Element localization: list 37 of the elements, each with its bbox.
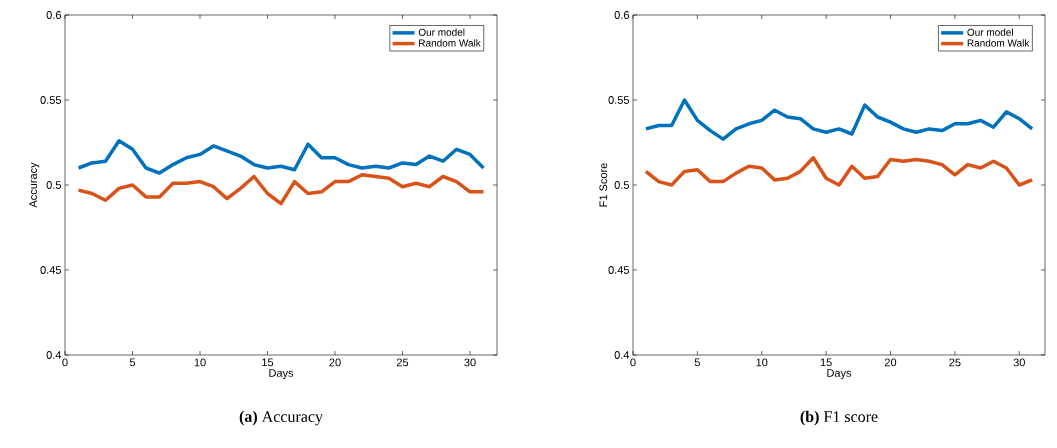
y-axis-title: F1 Score bbox=[599, 163, 608, 207]
x-axis-title: Days bbox=[827, 369, 852, 380]
x-tick-label: 30 bbox=[1013, 358, 1025, 367]
y-tick-label: 0.5 bbox=[614, 181, 629, 189]
y-tick-label: 0.55 bbox=[608, 96, 629, 104]
x-tick-label: 15 bbox=[262, 358, 274, 367]
x-tick-label: 25 bbox=[949, 358, 961, 367]
x-tick-label: 0 bbox=[630, 358, 636, 367]
x-tick-label: 5 bbox=[129, 358, 136, 367]
line-series bbox=[644, 156, 1034, 187]
text: (b) F1 score bbox=[800, 410, 878, 426]
y-axis-title: Accuracy bbox=[29, 162, 40, 208]
y-tick-label: 0.6 bbox=[614, 11, 629, 19]
y-tick-label: 0.4 bbox=[614, 351, 630, 359]
legend-label: Random Walk bbox=[967, 39, 1030, 47]
x-tick-label: 20 bbox=[329, 358, 341, 367]
x-tick-label: 20 bbox=[884, 358, 897, 367]
x-tick-label: 0 bbox=[62, 358, 68, 367]
legend-label: Our model bbox=[418, 28, 465, 36]
x-tick-label: 30 bbox=[464, 358, 476, 367]
y-tick-label: 0.45 bbox=[608, 266, 629, 274]
x-axis-title: Days bbox=[269, 369, 294, 380]
y-tick-label: 0.5 bbox=[46, 181, 61, 189]
line-series bbox=[76, 173, 486, 206]
y-tick-label: 0.4 bbox=[46, 351, 62, 359]
x-tick-label: 5 bbox=[694, 358, 700, 367]
legend-label: Our model bbox=[967, 28, 1013, 36]
x-tick-label: 25 bbox=[396, 358, 409, 367]
line-series bbox=[644, 98, 1034, 141]
x-tick-label: 10 bbox=[194, 358, 206, 367]
x-tick-label: 10 bbox=[756, 358, 768, 367]
x-tick-label: 15 bbox=[820, 358, 832, 367]
legend-label: Random Walk bbox=[419, 39, 481, 47]
y-tick-label: 0.45 bbox=[40, 266, 61, 274]
text: (a) Accuracy bbox=[239, 410, 323, 426]
y-tick-label: 0.6 bbox=[46, 11, 61, 19]
y-tick-label: 0.55 bbox=[40, 96, 61, 104]
